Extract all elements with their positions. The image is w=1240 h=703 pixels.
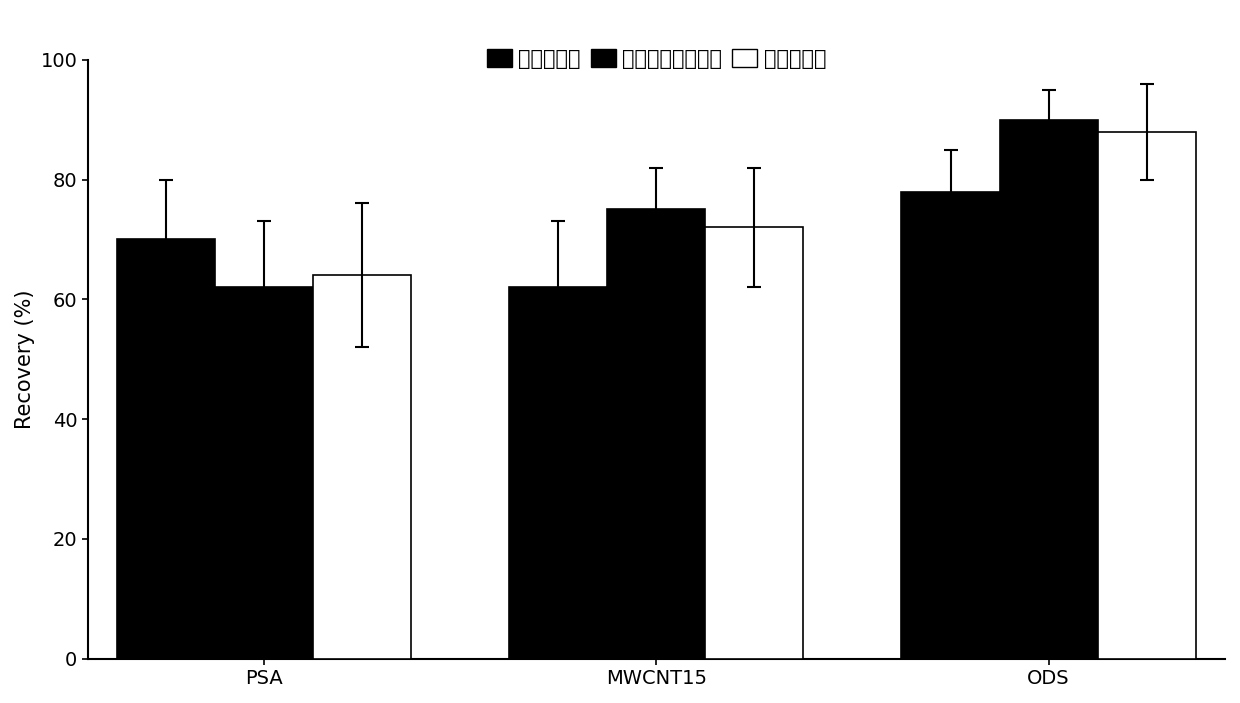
Bar (216, 288, 314, 659)
Bar (999, 120, 1097, 659)
Bar (706, 228, 804, 659)
Y-axis label: Recovery (%): Recovery (%) (15, 290, 35, 429)
Legend: 盐酸氯苯胍, 对氯苯甲酰胺乙酸, 对氯苯甲酸: 盐酸氯苯胍, 对氯苯甲酰胺乙酸, 对氯苯甲酸 (479, 40, 835, 77)
Bar (510, 288, 608, 659)
Bar (608, 209, 706, 659)
Bar (314, 276, 412, 659)
Bar (1097, 131, 1195, 659)
Bar (118, 240, 216, 659)
Bar (901, 191, 999, 659)
